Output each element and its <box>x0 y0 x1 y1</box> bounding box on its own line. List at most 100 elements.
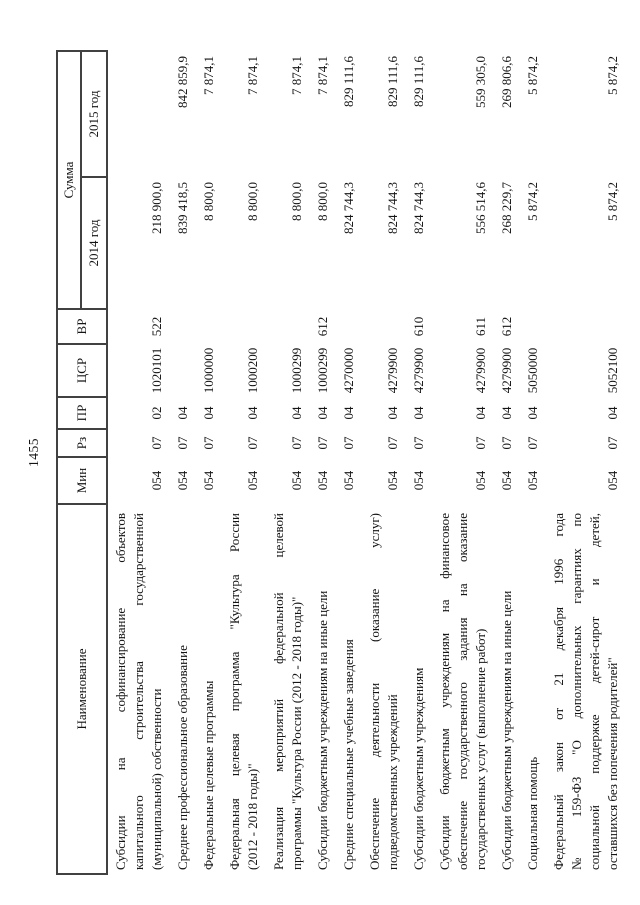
min-cell: 054 <box>245 470 260 491</box>
sum-2014-cell: 8 800,0 <box>201 182 216 221</box>
rz-cell: 07 <box>499 436 514 450</box>
name-cell: Реализация мероприятий федеральной целев… <box>266 504 310 874</box>
min-cell: 054 <box>385 470 400 491</box>
pr-cell: 04 <box>411 406 426 420</box>
pr-cell: 04 <box>499 406 514 420</box>
name-cell: Субсидии бюджетным учреждениям на иные ц… <box>494 504 520 874</box>
table-row: Федеральный закон от 21 декабря 1996 год… <box>546 51 626 874</box>
name-line: Обеспечение деятельности (оказание услуг… <box>367 513 382 870</box>
name-line: государственных услуг (выполнение работ) <box>473 628 488 870</box>
name-line: Субсидии бюджетным учреждениям на иные ц… <box>499 590 514 870</box>
vr-cell: 612 <box>315 316 330 337</box>
name-cell: Субсидии на софинансирование объектов ка… <box>107 504 170 874</box>
name-cell: Федеральные целевые программы <box>196 504 222 874</box>
page-number: 1455 <box>26 438 41 467</box>
header-pr: ПР <box>57 397 107 429</box>
sum-2015-cell: 5 874,2 <box>525 56 540 95</box>
pr-cell: 04 <box>525 406 540 420</box>
name-line: обеспечение государственного задания на … <box>455 513 470 870</box>
sum-2015-cell <box>107 51 170 177</box>
name-line: Субсидии бюджетным учреждениям на финанс… <box>437 513 452 870</box>
pr-cell: 04 <box>289 406 304 420</box>
name-cell: Обеспечение деятельности (оказание услуг… <box>362 504 406 874</box>
sum-2014-cell: 556 514,6 <box>473 182 488 234</box>
name-cell: Субсидии бюджетным учреждениям на иные ц… <box>310 504 336 874</box>
header-vr: ВР <box>57 309 107 344</box>
name-line: Субсидии бюджетным учреждениям <box>411 667 426 870</box>
sum-2015-cell: 269 806,6 <box>499 56 514 108</box>
vr-cell <box>362 309 406 344</box>
csr-cell: 4270000 <box>341 347 356 394</box>
table-row: Среднее профессиональное образование 054… <box>170 51 196 874</box>
name-line: Среднее профессиональное образование <box>175 645 190 870</box>
sum-2014-cell: 824 744,3 <box>341 182 356 234</box>
csr-cell: 1020101 <box>149 347 164 394</box>
sum-2015-cell: 7 874,1 <box>289 56 304 95</box>
sum-2014-cell: 8 800,0 <box>315 182 330 221</box>
pr-cell: 04 <box>341 406 356 420</box>
table-row: Социальная помощь 054 07 04 5050000 5 87… <box>520 51 546 874</box>
header-min: Мин <box>57 457 107 504</box>
csr-cell: 5050000 <box>525 347 540 394</box>
vr-cell: 612 <box>499 316 514 337</box>
rz-cell: 07 <box>315 436 330 450</box>
sum-2014-cell: 839 418,5 <box>175 182 190 234</box>
table-row: Субсидии на софинансирование объектов ка… <box>107 51 170 874</box>
min-cell: 054 <box>473 470 488 491</box>
name-cell: Федеральная целевая программа "Культура … <box>222 504 266 874</box>
sum-2014-cell: 5 874,2 <box>525 182 540 221</box>
sum-2015-cell: 829 111,6 <box>411 56 426 108</box>
sum-2015-cell: 559 305,0 <box>473 56 488 108</box>
header-sum: Сумма <box>57 51 81 309</box>
header-csr: ЦСР <box>57 344 107 397</box>
header-rz: Рз <box>57 429 107 457</box>
vr-cell: 610 <box>411 316 426 337</box>
name-cell: Субсидии бюджетным учреждениям на финанс… <box>432 504 494 874</box>
name-cell: Федеральный закон от 21 декабря 1996 год… <box>546 504 626 874</box>
min-cell: 054 <box>499 470 514 491</box>
min-cell: 054 <box>341 470 356 491</box>
name-line: Социальная помощь <box>525 756 540 870</box>
name-line: Федеральный закон от 21 декабря 1996 год… <box>551 513 566 870</box>
table-row: Субсидии бюджетным учреждениям на иные ц… <box>494 51 520 874</box>
name-line: (2012 - 2018 годы)" <box>245 763 260 870</box>
vr-cell <box>222 309 266 344</box>
table-body: Субсидии на софинансирование объектов ка… <box>107 51 626 874</box>
name-cell: Среднее профессиональное образование <box>170 504 196 874</box>
sum-2014-cell: 8 800,0 <box>289 182 304 221</box>
vr-cell: 522 <box>149 316 164 337</box>
name-line: Субсидии бюджетным учреждениям на иные ц… <box>315 590 330 870</box>
table-header: Наименование Мин Рз ПР ЦСР ВР Сумма 2014… <box>57 51 107 874</box>
table-row: Субсидии бюджетным учреждениям 054 07 04… <box>406 51 432 874</box>
sum-2015-cell: 829 111,6 <box>385 56 400 108</box>
min-cell: 054 <box>201 470 216 491</box>
sum-2014-cell: 268 229,7 <box>499 182 514 234</box>
name-line: Средние специальные учебные заведения <box>341 639 356 870</box>
rz-cell: 07 <box>341 436 356 450</box>
name-line: подведомственных учреждений <box>385 694 400 870</box>
min-cell: 054 <box>289 470 304 491</box>
budget-table: Наименование Мин Рз ПР ЦСР ВР Сумма 2014… <box>56 50 626 875</box>
name-cell: Субсидии бюджетным учреждениям <box>406 504 432 874</box>
name-cell: Средние специальные учебные заведения <box>336 504 362 874</box>
min-cell: 054 <box>175 470 190 491</box>
csr-cell: 1000299 <box>315 347 330 394</box>
name-line: программы "Культура России (2012 - 2018 … <box>289 596 304 870</box>
sum-2014-cell: 218 900,0 <box>149 182 164 234</box>
rz-cell: 07 <box>201 436 216 450</box>
vr-cell <box>266 309 310 344</box>
table-row: Обеспечение деятельности (оказание услуг… <box>362 51 406 874</box>
rz-cell: 07 <box>245 436 260 450</box>
rz-cell: 07 <box>175 436 190 450</box>
header-2014: 2014 год <box>81 177 107 309</box>
min-cell: 054 <box>525 470 540 491</box>
table-row: Федеральные целевые программы 054 07 04 … <box>196 51 222 874</box>
min-cell: 054 <box>315 470 330 491</box>
csr-cell: 1000299 <box>289 347 304 394</box>
rz-cell: 07 <box>149 436 164 450</box>
vr-cell <box>546 309 626 344</box>
sum-2014-cell: 8 800,0 <box>245 182 260 221</box>
table-row: Реализация мероприятий федеральной целев… <box>266 51 310 874</box>
